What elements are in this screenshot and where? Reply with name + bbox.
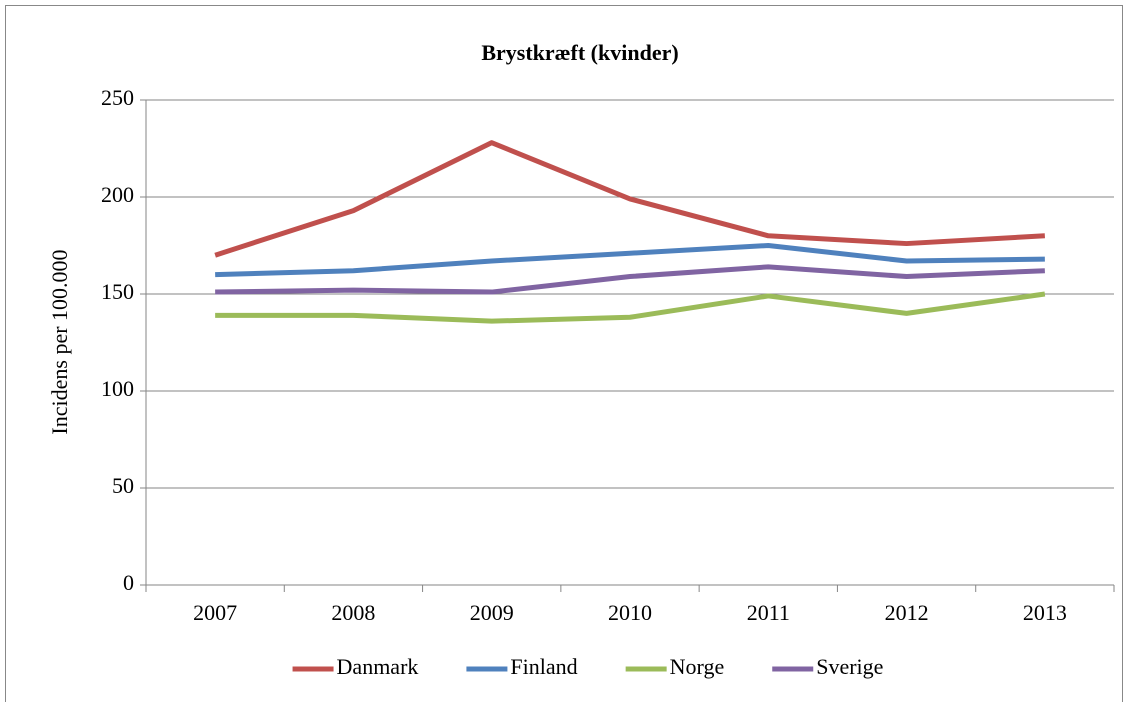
chart-title: Brystkræft (kvinder): [481, 40, 678, 65]
legend-label: Danmark: [337, 654, 419, 679]
y-tick-label: 0: [123, 570, 134, 595]
series-line: [215, 243, 1045, 278]
chart-frame: [5, 5, 1123, 702]
series-line: [215, 291, 1046, 324]
series-line: [214, 140, 1046, 258]
x-tick-label: 2012: [885, 600, 929, 625]
legend-label: Norge: [670, 654, 725, 679]
y-tick-label: 150: [101, 279, 134, 304]
legend-label: Sverige: [816, 654, 883, 679]
y-tick-label: 100: [101, 376, 134, 401]
x-tick-label: 2013: [1023, 600, 1067, 625]
x-tick-label: 2010: [608, 600, 652, 625]
y-tick-label: 200: [101, 182, 134, 207]
x-tick-label: 2008: [331, 600, 375, 625]
x-tick-label: 2009: [470, 600, 514, 625]
x-tick-label: 2011: [747, 600, 790, 625]
y-axis-label: Incidens per 100.000: [47, 249, 72, 434]
x-tick-label: 2007: [193, 600, 237, 625]
legend-label: Finland: [510, 654, 577, 679]
y-tick-label: 250: [101, 85, 134, 110]
series-line: [215, 264, 1045, 295]
y-tick-label: 50: [112, 473, 134, 498]
